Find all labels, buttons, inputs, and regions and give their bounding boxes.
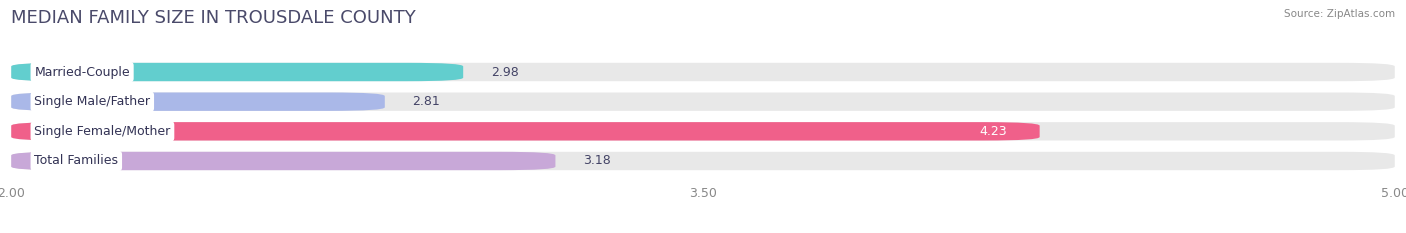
FancyBboxPatch shape xyxy=(11,122,1395,140)
Text: MEDIAN FAMILY SIZE IN TROUSDALE COUNTY: MEDIAN FAMILY SIZE IN TROUSDALE COUNTY xyxy=(11,9,416,27)
Text: 2.98: 2.98 xyxy=(491,65,519,79)
Text: Source: ZipAtlas.com: Source: ZipAtlas.com xyxy=(1284,9,1395,19)
Text: Total Families: Total Families xyxy=(34,154,118,168)
Text: Married-Couple: Married-Couple xyxy=(34,65,129,79)
FancyBboxPatch shape xyxy=(11,63,1395,81)
FancyBboxPatch shape xyxy=(11,122,1039,140)
Text: 2.81: 2.81 xyxy=(412,95,440,108)
Text: Single Female/Mother: Single Female/Mother xyxy=(34,125,170,138)
Text: Single Male/Father: Single Male/Father xyxy=(34,95,150,108)
Text: 4.23: 4.23 xyxy=(980,125,1007,138)
FancyBboxPatch shape xyxy=(11,93,1395,111)
Text: 3.18: 3.18 xyxy=(583,154,610,168)
FancyBboxPatch shape xyxy=(11,152,555,170)
FancyBboxPatch shape xyxy=(11,93,385,111)
FancyBboxPatch shape xyxy=(11,152,1395,170)
FancyBboxPatch shape xyxy=(11,63,463,81)
